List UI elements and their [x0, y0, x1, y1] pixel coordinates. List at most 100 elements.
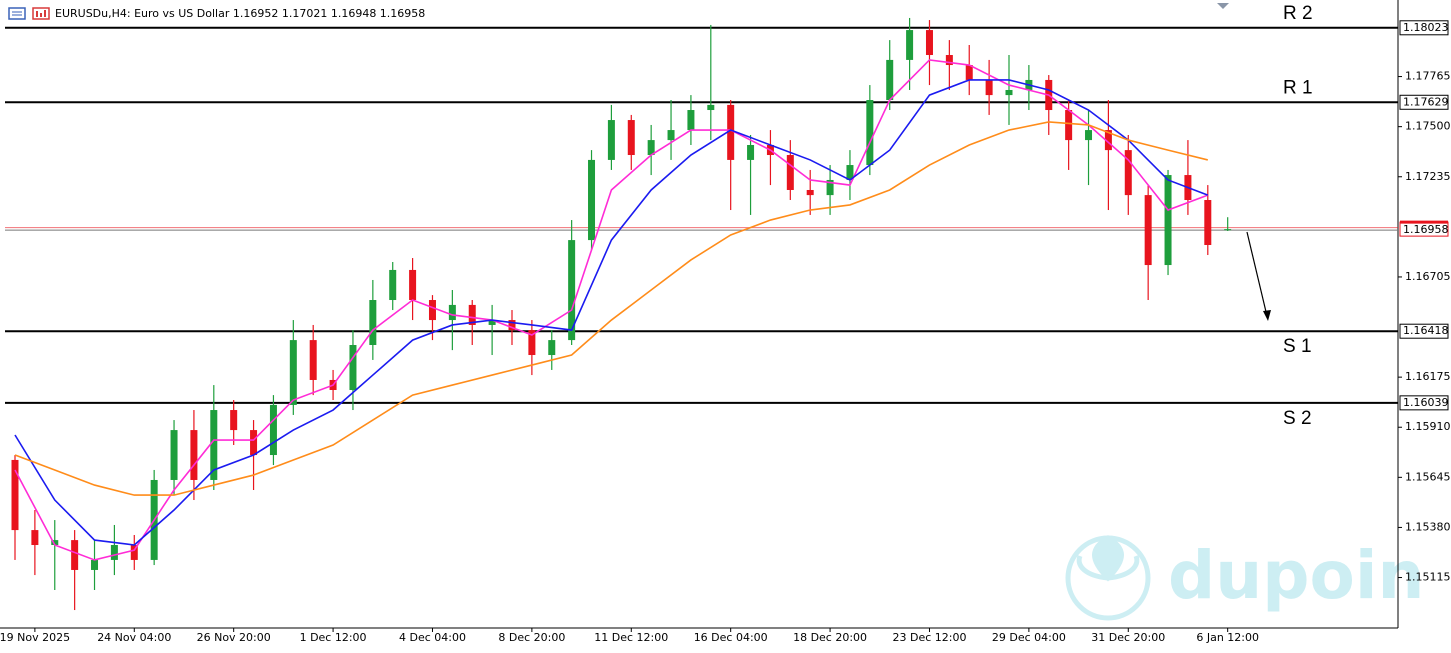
x-tick-label: 4 Dec 04:00 [399, 631, 466, 644]
candle-body [11, 459, 19, 531]
candle-body [846, 165, 854, 180]
x-tick-label: 6 Jan 12:00 [1196, 631, 1259, 644]
candle-body [1065, 110, 1073, 141]
level-price-box [1399, 20, 1449, 36]
x-tick-label: 8 Dec 20:00 [498, 631, 565, 644]
level-price-label: 1.17629 [1403, 95, 1449, 108]
y-tick-label: 1.15115 [1405, 571, 1451, 584]
candle-body [289, 340, 297, 405]
candle-body [727, 104, 735, 160]
level-price-label: 1.16039 [1403, 396, 1449, 409]
candle-body [1104, 130, 1112, 151]
candle-body [210, 410, 218, 480]
candle-body [190, 430, 198, 480]
x-tick-label: 26 Nov 20:00 [197, 631, 271, 644]
candle-body [806, 189, 814, 196]
candle-body [1224, 229, 1232, 231]
x-tick-label: 29 Dec 04:00 [992, 631, 1066, 644]
candle-body [1164, 175, 1172, 266]
y-tick-label: 1.15380 [1405, 520, 1451, 533]
candle-body [508, 320, 516, 331]
y-tick-label: 1.17500 [1405, 120, 1451, 133]
scroll-marker [1217, 3, 1229, 9]
candle-body [250, 430, 258, 456]
x-tick-label: 16 Dec 04:00 [694, 631, 768, 644]
candle-body [71, 540, 79, 570]
candle-body [588, 159, 596, 241]
candle-body [925, 30, 933, 56]
x-tick-label: 23 Dec 12:00 [892, 631, 966, 644]
candle-body [866, 100, 874, 166]
candle-body [170, 430, 178, 480]
candle-body [269, 404, 277, 456]
level-name: R 2 [1283, 3, 1313, 24]
candle-body [667, 130, 675, 141]
candle-body [349, 345, 357, 390]
candle-body [1144, 195, 1152, 266]
candle-body [309, 340, 317, 380]
candle-body [409, 269, 417, 301]
candle-body [647, 140, 655, 156]
candle-body [51, 540, 59, 546]
x-tick-label: 18 Dec 20:00 [793, 631, 867, 644]
candle-body [607, 120, 615, 160]
candle-body [448, 304, 456, 321]
x-tick-label: 11 Dec 12:00 [594, 631, 668, 644]
y-tick-label: 1.16705 [1405, 270, 1451, 283]
level-price-box [1399, 395, 1449, 411]
candle-body [747, 144, 755, 160]
candle-body [906, 30, 914, 60]
candle-body [91, 559, 99, 570]
x-tick-label: 24 Nov 04:00 [97, 631, 171, 644]
x-tick-label: 19 Nov 2025 [0, 631, 70, 644]
candle-body [1085, 130, 1093, 141]
level-name: S 2 [1283, 408, 1312, 429]
level-name: R 1 [1283, 77, 1313, 98]
level-price-box [1399, 94, 1449, 110]
candle-body [389, 269, 397, 301]
candle-body [786, 155, 794, 190]
candle-body [528, 330, 536, 356]
candle-body [945, 55, 953, 66]
forecast-arrow [1246, 231, 1271, 321]
header-icons [8, 7, 50, 20]
y-tick-label: 1.17235 [1405, 170, 1451, 183]
candle-body [110, 545, 118, 560]
candle-body [707, 104, 715, 111]
x-tick-label: 1 Dec 12:00 [300, 631, 367, 644]
candle-body [31, 530, 39, 546]
candle-body [428, 300, 436, 321]
moving-average [14, 79, 1209, 546]
candle-body [488, 320, 496, 325]
watermark: dupoin [1168, 537, 1424, 614]
y-tick-label: 1.16175 [1405, 370, 1451, 383]
x-tick-label: 31 Dec 20:00 [1091, 631, 1165, 644]
candle-body [627, 120, 635, 156]
candle-body [886, 59, 894, 101]
current-price-label: 1.16958 [1403, 223, 1449, 236]
candle-body [826, 179, 834, 196]
candle-body [548, 340, 556, 356]
candle-body [1204, 200, 1212, 245]
candle-body [965, 65, 973, 80]
watermark-logo [1065, 535, 1151, 621]
candle-body [369, 300, 377, 346]
candle-body [568, 240, 576, 341]
level-price-label: 1.16418 [1403, 324, 1449, 337]
y-tick-label: 1.15645 [1405, 470, 1451, 483]
moving-average [14, 121, 1208, 496]
candle-body [1005, 89, 1013, 96]
y-tick-label: 1.15910 [1405, 420, 1451, 433]
candle-body [468, 304, 476, 325]
candle-body [1124, 150, 1132, 196]
candle-body [985, 79, 993, 96]
moving-average [14, 59, 1209, 561]
candle-body [687, 110, 695, 131]
level-name: S 1 [1283, 336, 1312, 357]
candle-body [130, 545, 138, 560]
level-price-label: 1.18023 [1403, 21, 1449, 34]
chart-title: EURUSDu,H4: Euro vs US Dollar 1.16952 1.… [55, 7, 425, 20]
y-tick-label: 1.17765 [1405, 70, 1451, 83]
